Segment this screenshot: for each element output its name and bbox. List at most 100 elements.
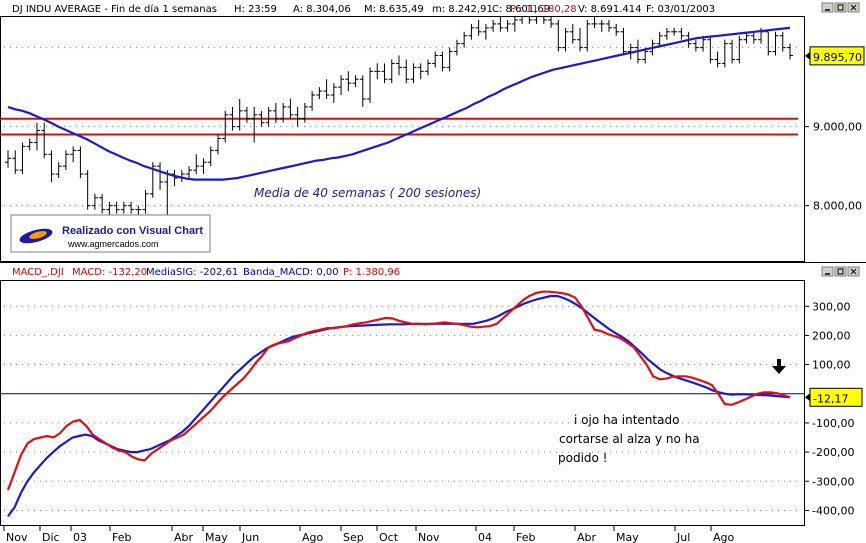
grid-dot [166, 305, 167, 307]
grid-dot [370, 305, 371, 307]
grid-dot [238, 334, 239, 336]
price-bar [157, 162, 164, 190]
grid-dot [64, 480, 65, 482]
grid-dot [550, 305, 551, 307]
grid-dot [484, 205, 485, 207]
grid-dot [772, 422, 773, 424]
grid-dot [550, 334, 551, 336]
grid-dot [634, 364, 635, 366]
price-bar [656, 31, 663, 48]
grid-dot [394, 305, 395, 307]
grid-dot [466, 126, 467, 128]
grid-dot [610, 422, 611, 424]
grid-dot [244, 305, 245, 307]
grid-dot [532, 480, 533, 482]
grid-dot [412, 364, 413, 366]
grid-dot [742, 205, 743, 207]
grid-dot [514, 480, 515, 482]
grid-dot [94, 126, 95, 128]
grid-dot [298, 364, 299, 366]
grid-dot [712, 422, 713, 424]
grid-dot [718, 334, 719, 336]
grid-dot [178, 480, 179, 482]
grid-dot [502, 47, 503, 49]
grid-dot [472, 364, 473, 366]
grid-dot [772, 509, 773, 511]
ma-annotation: Media de 40 semanas ( 200 sesiones) [254, 186, 481, 200]
grid-dot [706, 205, 707, 207]
grid-dot [226, 305, 227, 307]
grid-dot [724, 451, 725, 453]
grid-dot [334, 480, 335, 482]
grid-dot [334, 451, 335, 453]
grid-dot [106, 47, 107, 49]
restore-icon[interactable] [834, 266, 847, 277]
price-bar [359, 75, 366, 107]
grid-dot [250, 509, 251, 511]
minimize-icon[interactable] [821, 266, 834, 277]
price-bar [222, 110, 229, 143]
grid-dot [172, 480, 173, 482]
grid-dot [598, 451, 599, 453]
grid-dot [454, 126, 455, 128]
grid-dot [220, 509, 221, 511]
last-value-box [809, 387, 863, 407]
grid-dot [424, 364, 425, 366]
price-bar [330, 83, 337, 103]
grid-dot [280, 422, 281, 424]
grid-dot [202, 509, 203, 511]
grid-dot [316, 480, 317, 482]
close-icon[interactable] [847, 266, 860, 277]
grid-dot [454, 422, 455, 424]
grid-dot [478, 422, 479, 424]
close-icon[interactable] [847, 2, 860, 13]
grid-dot [670, 422, 671, 424]
grid-dot [292, 305, 293, 307]
grid-dot [580, 480, 581, 482]
grid-dot [718, 480, 719, 482]
grid-dot [646, 451, 647, 453]
grid-dot [256, 334, 257, 336]
grid-dot [184, 422, 185, 424]
grid-dot [274, 422, 275, 424]
grid-dot [328, 509, 329, 511]
grid-dot [718, 451, 719, 453]
grid-dot [34, 451, 35, 453]
minimize-icon[interactable] [821, 2, 834, 13]
grid-dot [142, 480, 143, 482]
grid-dot [466, 334, 467, 336]
price-bar [280, 102, 287, 123]
header-p: P : 11.180,28 [510, 4, 577, 15]
x-tick-label: Nov [6, 531, 28, 543]
grid-dot [508, 334, 509, 336]
grid-dot [562, 334, 563, 336]
restore-icon[interactable] [834, 2, 847, 13]
grid-dot [142, 334, 143, 336]
grid-dot [16, 451, 17, 453]
grid-dot [112, 305, 113, 307]
grid-dot [718, 126, 719, 128]
grid-dot [184, 305, 185, 307]
grid-dot [160, 205, 161, 207]
grid-dot [688, 480, 689, 482]
grid-dot [496, 509, 497, 511]
y-tick-label: 300,00 [812, 300, 851, 313]
grid-dot [238, 47, 239, 49]
grid-dot [484, 480, 485, 482]
grid-dot [652, 305, 653, 307]
grid-dot [394, 334, 395, 336]
grid-dot [286, 451, 287, 453]
grid-dot [496, 205, 497, 207]
grid-dot [514, 509, 515, 511]
grid-dot [214, 126, 215, 128]
grid-dot [652, 205, 653, 207]
price-bar [19, 142, 26, 175]
grid-dot [268, 509, 269, 511]
grid-dot [214, 422, 215, 424]
grid-dot [124, 47, 125, 49]
grid-dot [88, 451, 89, 453]
price-bar [461, 31, 468, 48]
grid-dot [688, 305, 689, 307]
grid-dot [412, 480, 413, 482]
grid-dot [406, 205, 407, 207]
